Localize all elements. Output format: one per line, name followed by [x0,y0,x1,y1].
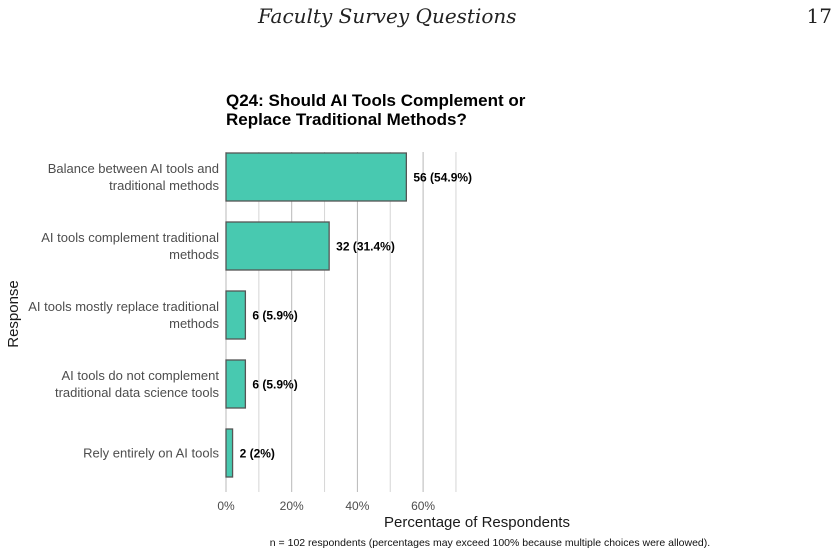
footnote: n = 102 respondents (percentages may exc… [270,537,710,549]
x-tick-label: 40% [345,499,369,513]
category-label: AI tools complement traditional [41,230,219,245]
y-axis-title: Response [5,280,22,348]
category-label: methods [169,247,219,262]
category-label: traditional methods [109,178,219,193]
bar [225,221,330,271]
x-axis-title: Percentage of Respondents [384,514,570,531]
data-label: 6 (5.9%) [252,378,297,392]
category-label: AI tools do not complement [61,368,219,383]
x-tick-label: 0% [217,499,235,513]
category-label: traditional data science tools [55,385,220,400]
category-label: Balance between AI tools and [48,161,219,176]
category-label: Rely entirely on AI tools [83,446,219,461]
category-label: methods [169,316,219,331]
x-tick-label: 20% [280,499,304,513]
running-head: Faculty Survey Questions [258,4,517,28]
bar [225,359,247,409]
category-label: AI tools mostly replace traditional [28,299,219,314]
chart-title: Q24: Should AI Tools Complement or [226,91,526,110]
chart-title: Replace Traditional Methods? [226,110,467,129]
bar [225,290,247,340]
data-label: 56 (54.9%) [413,171,472,185]
bar [225,428,234,478]
bar [225,152,407,202]
data-label: 2 (2%) [240,447,275,461]
x-tick-label: 60% [411,499,435,513]
data-label: 6 (5.9%) [252,309,297,323]
data-label: 32 (31.4%) [336,240,395,254]
page-number: 17 [806,4,832,28]
